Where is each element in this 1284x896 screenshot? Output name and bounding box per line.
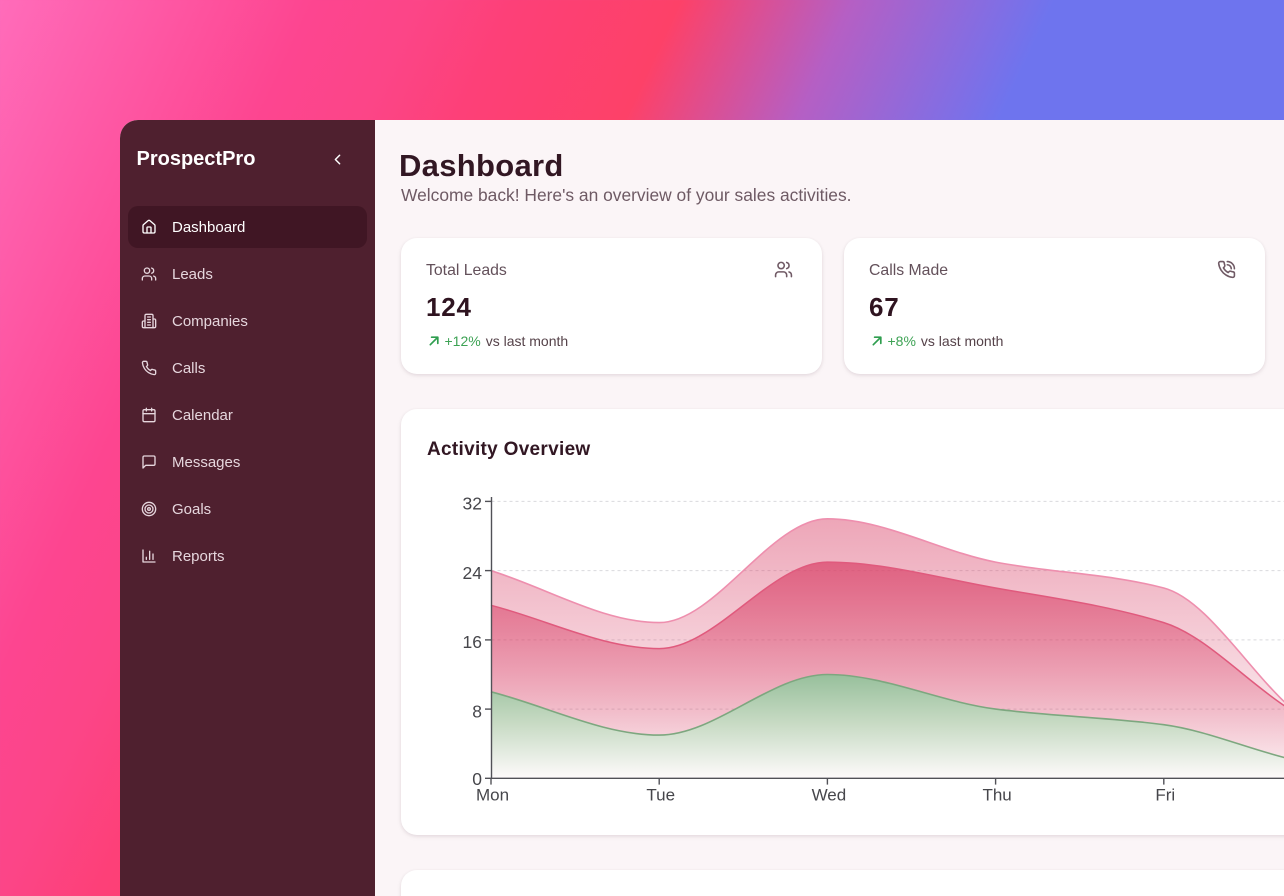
svg-text:8: 8 — [472, 701, 482, 721]
svg-text:24: 24 — [463, 563, 483, 583]
svg-text:16: 16 — [463, 632, 482, 652]
svg-text:Thu: Thu — [982, 786, 1011, 805]
svg-text:Wed: Wed — [812, 786, 847, 805]
svg-text:32: 32 — [463, 494, 482, 514]
svg-text:Mon: Mon — [476, 786, 509, 805]
svg-text:Tue: Tue — [646, 786, 675, 805]
svg-text:Fri: Fri — [1155, 786, 1175, 805]
svg-text:0: 0 — [472, 769, 482, 789]
